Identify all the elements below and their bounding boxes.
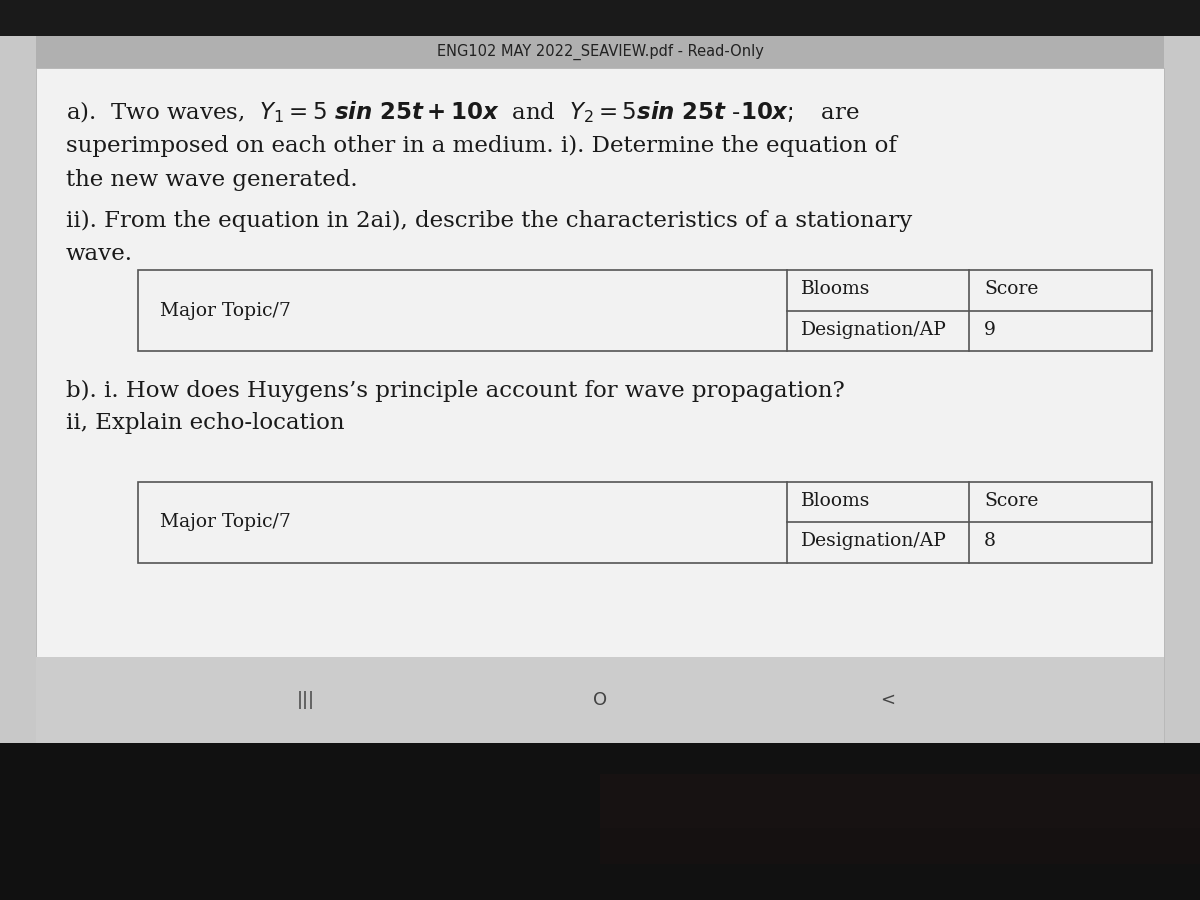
Text: Major Topic/7: Major Topic/7 xyxy=(160,302,290,319)
Text: <: < xyxy=(881,691,895,709)
Text: Blooms: Blooms xyxy=(802,281,871,299)
Text: b). i. How does Huygens’s principle account for wave propagation?: b). i. How does Huygens’s principle acco… xyxy=(66,380,845,401)
Bar xyxy=(0,742,1200,900)
Text: ii). From the equation in 2ai), describe the characteristics of a stationary: ii). From the equation in 2ai), describe… xyxy=(66,210,912,231)
Bar xyxy=(36,36,1164,68)
Bar xyxy=(138,482,1152,562)
Text: |||: ||| xyxy=(298,691,314,709)
Bar xyxy=(0,0,1200,36)
Text: a).  Two waves,  $Y_1 = 5\ \boldsymbol{sin}\ \boldsymbol{25t + 10x}$  and  $Y_2 : a). Two waves, $Y_1 = 5\ \boldsymbol{sin… xyxy=(66,100,859,125)
Bar xyxy=(138,270,1152,351)
Text: Designation/AP: Designation/AP xyxy=(802,321,947,339)
Text: superimposed on each other in a medium. i). Determine the equation of: superimposed on each other in a medium. … xyxy=(66,135,896,157)
Text: the new wave generated.: the new wave generated. xyxy=(66,169,358,191)
Text: Score: Score xyxy=(984,492,1038,510)
Bar xyxy=(36,68,1164,742)
Text: ii, Explain echo-location: ii, Explain echo-location xyxy=(66,412,344,434)
Text: 8: 8 xyxy=(984,533,996,551)
Bar xyxy=(600,828,1200,864)
Text: Score: Score xyxy=(984,281,1038,299)
Bar xyxy=(600,774,1200,828)
Text: Blooms: Blooms xyxy=(802,492,871,510)
Text: Major Topic/7: Major Topic/7 xyxy=(160,513,290,531)
Bar xyxy=(36,657,1164,742)
Text: ENG102 MAY 2022_SEAVIEW.pdf - Read-Only: ENG102 MAY 2022_SEAVIEW.pdf - Read-Only xyxy=(437,43,763,60)
Text: wave.: wave. xyxy=(66,243,133,265)
Text: O: O xyxy=(593,691,607,709)
Text: 9: 9 xyxy=(984,321,996,339)
Text: Designation/AP: Designation/AP xyxy=(802,533,947,551)
